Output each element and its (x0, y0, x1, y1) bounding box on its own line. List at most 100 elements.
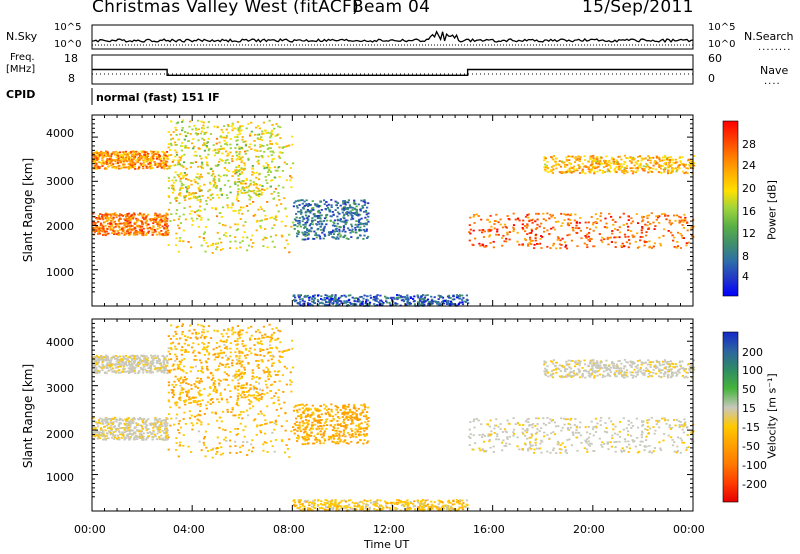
power-cell (625, 157, 628, 159)
power-cell (240, 182, 243, 184)
vel-cell (164, 366, 167, 369)
power-cell (233, 181, 236, 184)
power-cell (636, 169, 639, 172)
power-cell (339, 218, 342, 220)
vel-cell (198, 440, 201, 443)
power-cell (220, 194, 223, 196)
power-cell (270, 143, 273, 145)
vel-cell (96, 422, 99, 425)
vel-cell (220, 397, 223, 400)
power-cell (551, 169, 554, 172)
power-cell (298, 296, 301, 298)
power-cell (673, 214, 676, 217)
power-cell (569, 163, 573, 166)
vel-cell (138, 429, 141, 432)
power-cell (166, 167, 169, 170)
power-cell (178, 227, 181, 230)
power-cell (552, 164, 555, 167)
vel-cell (112, 367, 115, 370)
power-cell (100, 154, 103, 157)
power-cell (636, 155, 640, 158)
power-cell (167, 146, 170, 149)
power-cell (576, 245, 579, 247)
vel-cell (119, 365, 123, 368)
power-cell (202, 127, 205, 130)
vel-cell (248, 337, 252, 340)
vel-cell (249, 388, 252, 390)
vel-cell (219, 394, 222, 396)
power-cell (687, 241, 690, 244)
power-cell (211, 207, 214, 209)
vel-cell (253, 386, 256, 389)
power-cell (453, 298, 456, 301)
power-cell (347, 238, 350, 240)
vel-cell (109, 421, 112, 424)
power-cell (160, 230, 163, 232)
power-cell (172, 187, 175, 190)
power-cell (327, 295, 330, 298)
power-cell (365, 213, 368, 216)
vel-cell (112, 435, 115, 437)
power-cell (167, 131, 170, 133)
power-cell (307, 232, 310, 235)
power-cell (430, 295, 433, 298)
power-cell (200, 130, 204, 133)
vel-cell (102, 438, 105, 441)
vel-cell (207, 376, 210, 379)
power-cell (673, 236, 676, 239)
power-cell (591, 166, 595, 169)
vel-cell (185, 382, 188, 385)
power-cell (201, 144, 205, 147)
power-cell (318, 223, 321, 225)
vel-cell (167, 436, 170, 439)
power-cell (95, 162, 98, 165)
power-cell (123, 218, 126, 221)
vel-cell (213, 358, 216, 361)
power-cell (106, 215, 109, 218)
vel-cell (212, 348, 215, 351)
power-cell (310, 303, 313, 306)
power-cell (437, 301, 440, 303)
power-cell (126, 154, 129, 157)
vel-cell (150, 433, 153, 435)
power-cell (164, 218, 167, 221)
power-cell (503, 223, 507, 226)
vel-cell (205, 349, 208, 351)
vel-cell (130, 358, 134, 361)
power-cell (96, 218, 99, 221)
vel-cell (278, 403, 281, 406)
power-cell (298, 219, 301, 222)
power-cell (164, 162, 167, 165)
power-cell (630, 230, 633, 232)
power-cell (690, 227, 693, 230)
power-cell (225, 141, 228, 144)
power-cell (123, 166, 126, 169)
power-cell (209, 133, 213, 135)
power-cell (247, 185, 251, 188)
power-cell (328, 210, 331, 213)
vel-cell (224, 347, 227, 349)
power-cell (657, 171, 660, 173)
power-cell (185, 135, 188, 138)
power-cell (275, 218, 278, 221)
power-cell (158, 213, 161, 216)
power-cell (683, 218, 686, 221)
power-cell (156, 166, 159, 168)
vel-cell (160, 371, 163, 373)
power-cell (178, 202, 181, 205)
power-cell (631, 234, 634, 237)
vel-cell (127, 424, 130, 427)
vel-cell (96, 434, 99, 437)
power-cell (138, 232, 141, 234)
power-cell (390, 296, 393, 299)
vel-cell (241, 417, 244, 420)
power-cell (381, 300, 384, 303)
power-cell (269, 171, 273, 173)
power-cell (236, 121, 239, 123)
vel-cell (158, 358, 161, 360)
power-cell (349, 294, 352, 297)
power-cell (163, 234, 166, 237)
vel-cell (259, 429, 262, 432)
power-cell (424, 300, 427, 303)
power-cell (301, 202, 304, 205)
